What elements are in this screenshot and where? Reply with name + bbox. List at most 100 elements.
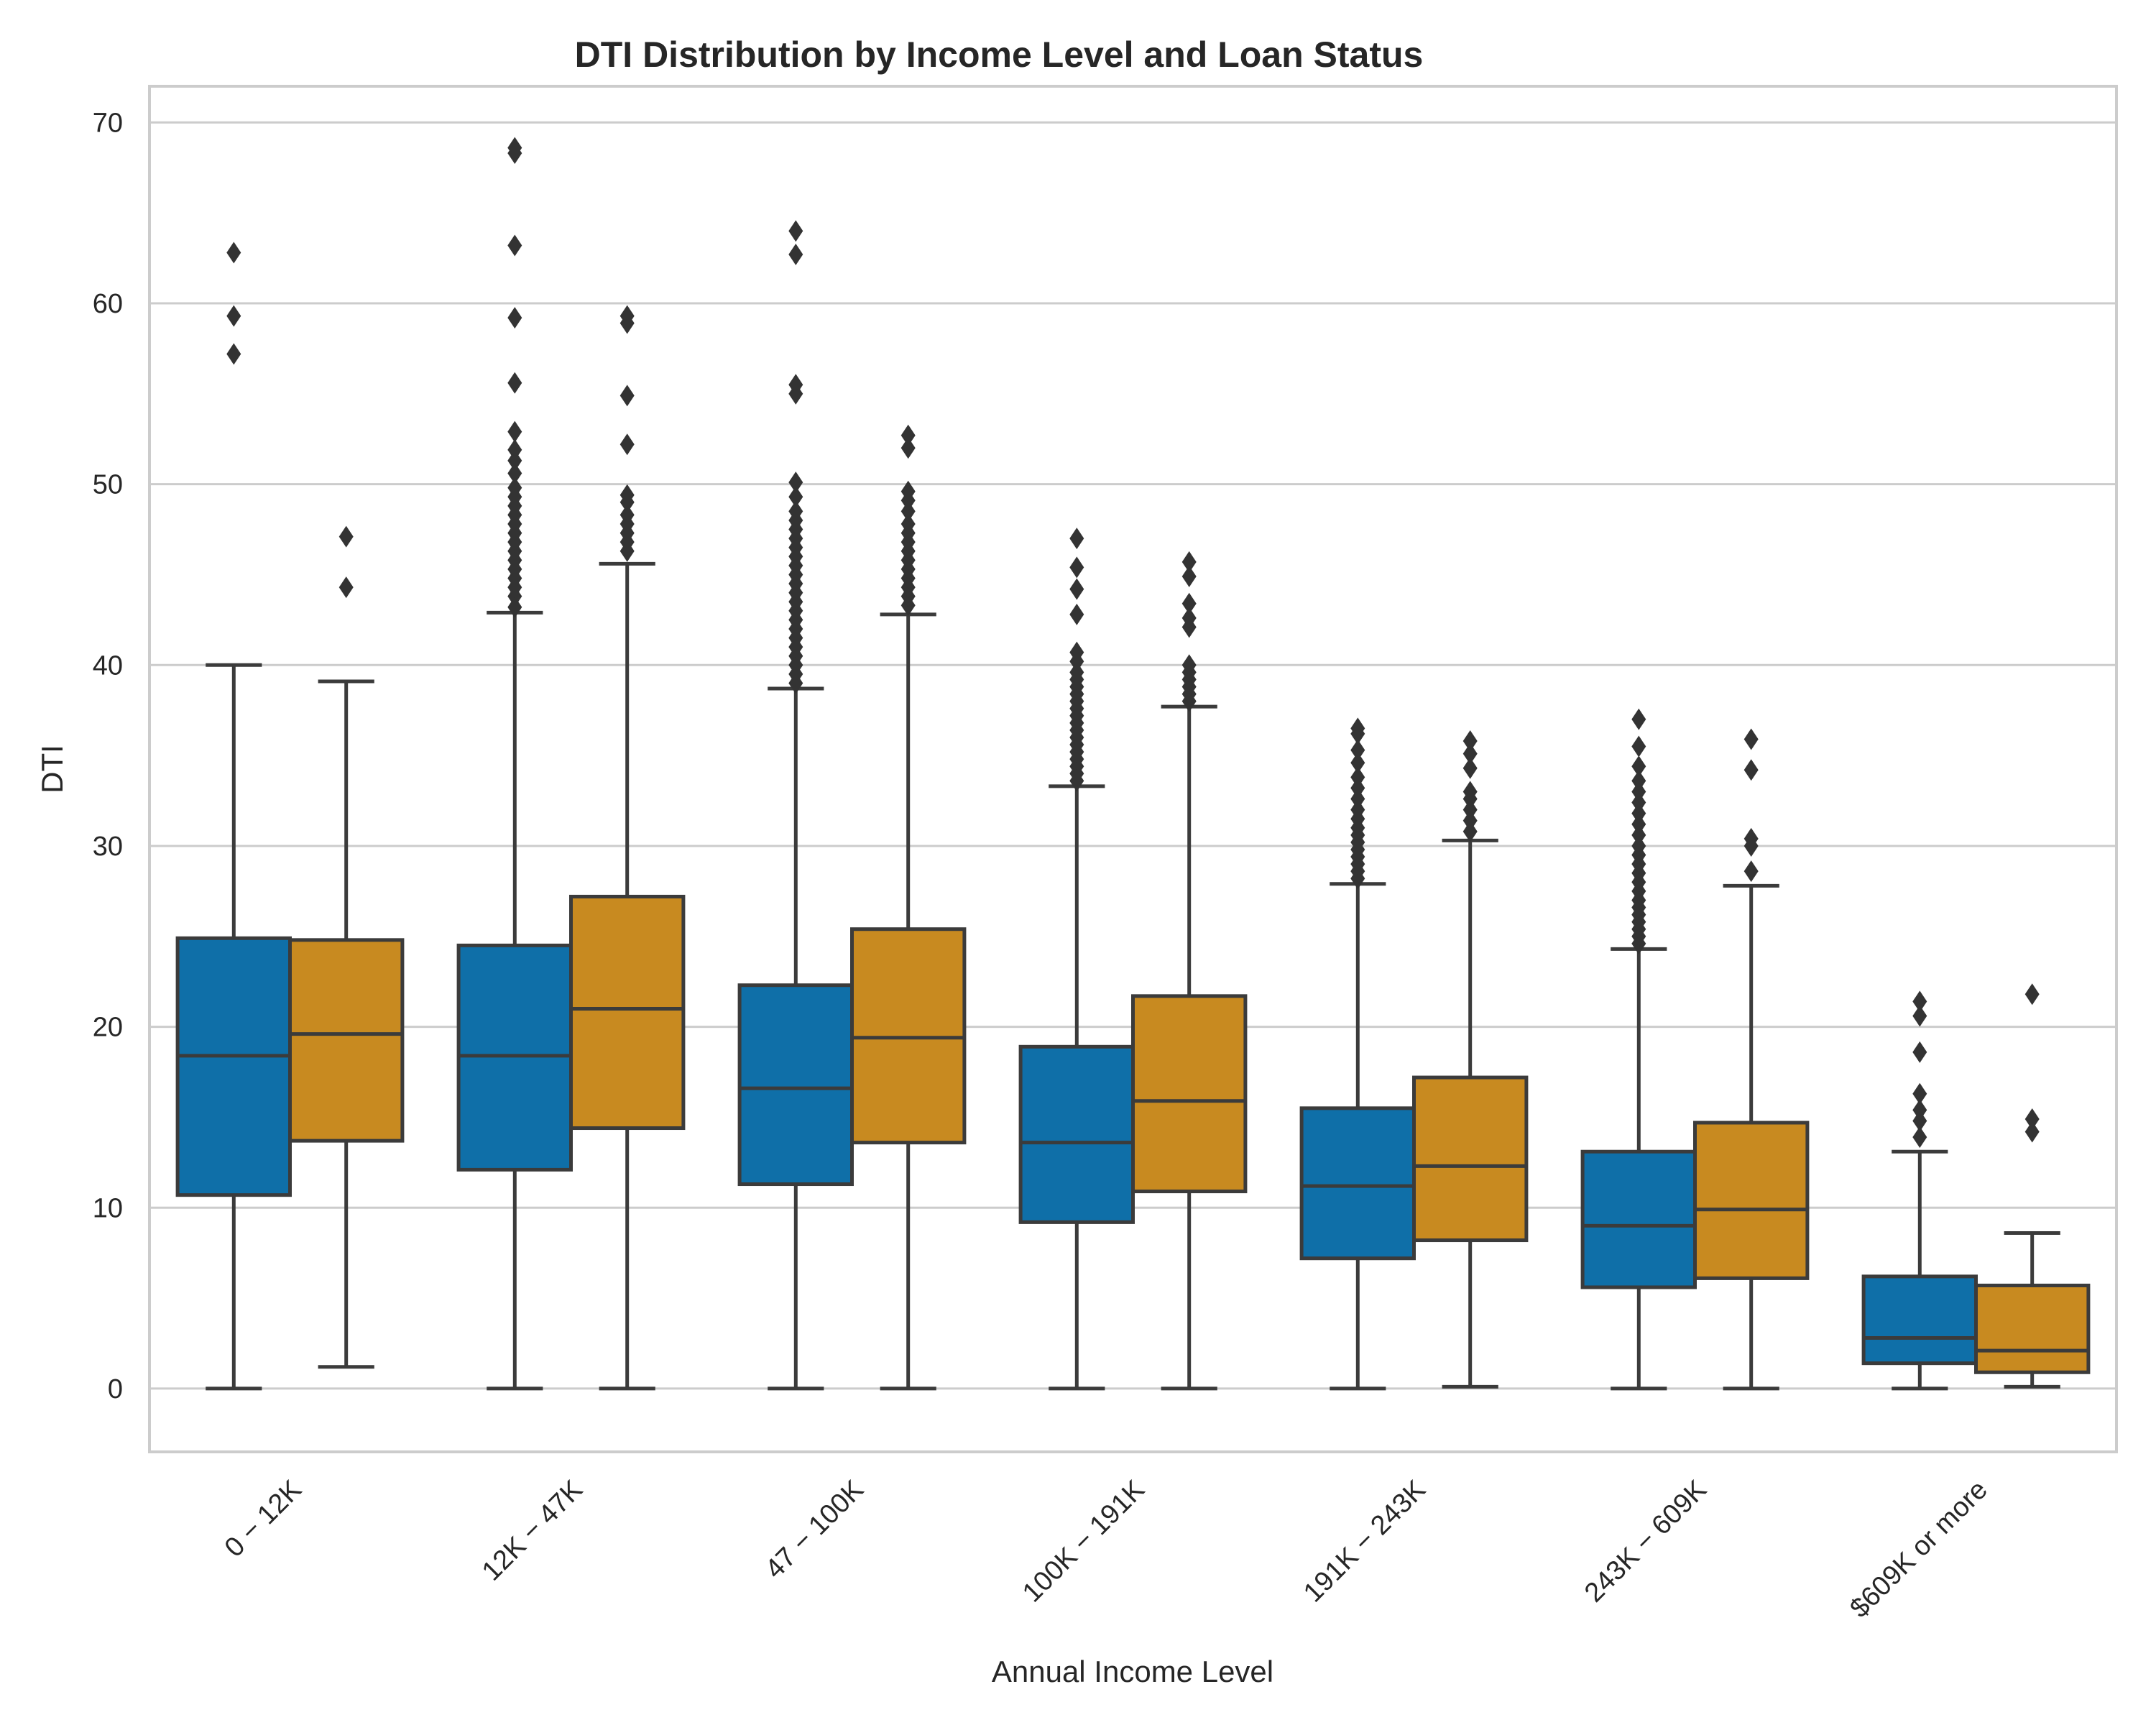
- box-iqr: [175, 936, 292, 1197]
- outlier-point: [1631, 791, 1646, 814]
- outlier-point: [1181, 565, 1197, 587]
- y-tick-label: 70: [93, 108, 123, 138]
- y-tick-label: 10: [93, 1193, 123, 1223]
- outlier-point: [900, 424, 916, 446]
- outlier-point: [507, 372, 522, 394]
- outlier-point: [1350, 777, 1365, 799]
- box-group: [288, 525, 405, 1369]
- outlier-point: [1912, 990, 1927, 1013]
- y-axis-label: DTI: [35, 745, 69, 794]
- outlier-point: [507, 477, 522, 499]
- outlier-point: [1912, 1099, 1927, 1121]
- outlier-point: [1181, 607, 1197, 629]
- box-iqr: [569, 894, 686, 1131]
- outlier-point: [1069, 661, 1084, 684]
- y-tick-label: 20: [93, 1013, 123, 1043]
- box-group: [1974, 983, 2091, 1389]
- outlier-point: [1462, 730, 1478, 752]
- y-tick-label: 0: [108, 1374, 123, 1404]
- outlier-point: [1462, 809, 1478, 832]
- outlier-point: [1743, 827, 1759, 850]
- outlier-point: [507, 462, 522, 484]
- boxes: [175, 137, 2091, 1391]
- x-tick-labels: 0 − 12K 12K − 47K 47 − 100K 100K − 191K 191K…: [219, 1475, 1994, 1624]
- outlier-point: [788, 472, 803, 494]
- outlier-point: [900, 437, 916, 459]
- outlier-point: [507, 596, 522, 618]
- outlier-point: [1462, 799, 1478, 821]
- outlier-point: [1631, 813, 1646, 835]
- x-tick-label: 100K − 191K: [1017, 1475, 1151, 1609]
- outlier-point: [1743, 860, 1759, 883]
- x-tick-label: 12K − 47K: [476, 1475, 589, 1587]
- outlier-point: [1181, 654, 1197, 676]
- box-iqr: [1018, 1044, 1135, 1224]
- outlier-point: [2024, 1108, 2040, 1130]
- outlier-point: [619, 433, 635, 456]
- outlier-point: [1912, 1126, 1927, 1149]
- outlier-point: [226, 343, 241, 365]
- box-iqr: [1974, 1283, 2091, 1374]
- box-group: [175, 242, 292, 1391]
- box-iqr: [1693, 1121, 1810, 1280]
- outlier-point: [1069, 556, 1084, 579]
- outlier-point: [1631, 802, 1646, 824]
- outlier-point: [507, 307, 522, 329]
- outlier-point: [788, 374, 803, 396]
- outlier-point: [619, 385, 635, 407]
- y-tick-label: 60: [93, 289, 123, 319]
- outlier-point: [1350, 788, 1365, 810]
- x-tick-label: 47 − 100K: [760, 1475, 870, 1585]
- outlier-point: [507, 449, 522, 472]
- outlier-point: [1181, 551, 1197, 573]
- box-iqr: [1131, 994, 1248, 1194]
- outlier-point: [1350, 799, 1365, 821]
- outlier-point: [1069, 603, 1084, 625]
- outlier-point: [788, 500, 803, 523]
- outlier-point: [900, 500, 916, 523]
- box-group: [1861, 990, 1978, 1391]
- x-tick-label: $609K or more: [1844, 1475, 1993, 1624]
- box-iqr: [1299, 1106, 1416, 1261]
- outlier-point: [788, 244, 803, 266]
- outlier-point: [1631, 781, 1646, 803]
- outlier-point: [1912, 1041, 1927, 1063]
- outlier-point: [1743, 759, 1759, 781]
- outlier-point: [507, 234, 522, 257]
- box-group: [1299, 717, 1416, 1391]
- outlier-point: [1743, 728, 1759, 750]
- outlier-point: [1350, 739, 1365, 761]
- outlier-point: [900, 480, 916, 502]
- box-iqr: [1580, 1149, 1697, 1289]
- outlier-point: [1631, 755, 1646, 778]
- outlier-point: [1069, 528, 1084, 550]
- box-group: [1018, 528, 1135, 1391]
- box-group: [1580, 708, 1697, 1391]
- box-iqr: [737, 983, 854, 1187]
- outlier-point: [619, 484, 635, 506]
- outlier-point: [338, 525, 354, 548]
- outlier-point: [2024, 983, 2040, 1006]
- outlier-point: [788, 486, 803, 508]
- box-iqr: [288, 938, 405, 1143]
- outlier-point: [1462, 742, 1478, 765]
- outlier-point: [1631, 708, 1646, 730]
- outlier-point: [2024, 1121, 2040, 1143]
- outlier-point: [338, 576, 354, 599]
- x-axis-label: Annual Income Level: [992, 1655, 1273, 1688]
- box-group: [569, 305, 686, 1391]
- outlier-point: [788, 220, 803, 242]
- box-group: [737, 220, 854, 1391]
- outlier-point: [900, 513, 916, 535]
- outlier-point: [1631, 735, 1646, 758]
- outlier-point: [1462, 781, 1478, 803]
- x-tick-label: 191K − 243K: [1298, 1475, 1432, 1609]
- y-tick-label: 50: [93, 470, 123, 500]
- chart-title: DTI Distribution by Income Level and Loa…: [575, 34, 1424, 75]
- outlier-point: [507, 438, 522, 461]
- y-tick-label: 40: [93, 650, 123, 681]
- outlier-point: [226, 242, 241, 264]
- box-group: [850, 424, 967, 1391]
- outlier-point: [1912, 1005, 1927, 1027]
